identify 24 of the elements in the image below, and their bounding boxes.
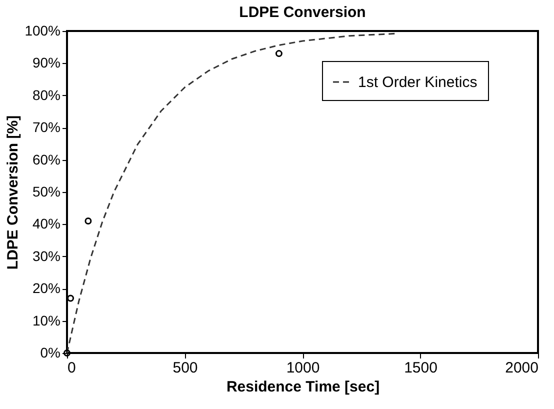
y-axis-title: LDPE Conversion [%]: [4, 115, 22, 270]
y-tick-label: 20%: [32, 280, 60, 296]
x-tick-label: 1500: [404, 360, 438, 376]
legend-label: 1st Order Kinetics: [358, 74, 478, 91]
chart-title: LDPE Conversion: [239, 4, 366, 21]
x-axis-title: Residence Time [sec]: [226, 378, 380, 396]
y-tick-label: 40%: [32, 216, 60, 232]
y-tick-label: 0%: [40, 344, 60, 360]
point: [64, 350, 70, 356]
y-tick-label: 100%: [24, 22, 60, 38]
y-tick-label: 50%: [32, 184, 60, 200]
x-tick-label: 500: [172, 360, 198, 376]
y-tick-label: 70%: [32, 119, 60, 136]
y-tick-label: 90%: [32, 54, 60, 71]
y-tick-label: 80%: [32, 86, 60, 103]
y-tick-label: 30%: [32, 248, 60, 264]
point: [275, 50, 282, 58]
point: [67, 294, 74, 302]
y-tick-label: 60%: [32, 151, 60, 168]
y-tick-label: 10%: [32, 312, 60, 328]
x-tick-label: 1000: [286, 360, 320, 376]
x-tick-label: 2000: [505, 360, 538, 376]
point: [84, 217, 92, 224]
x-tick-label: 0: [68, 360, 76, 376]
